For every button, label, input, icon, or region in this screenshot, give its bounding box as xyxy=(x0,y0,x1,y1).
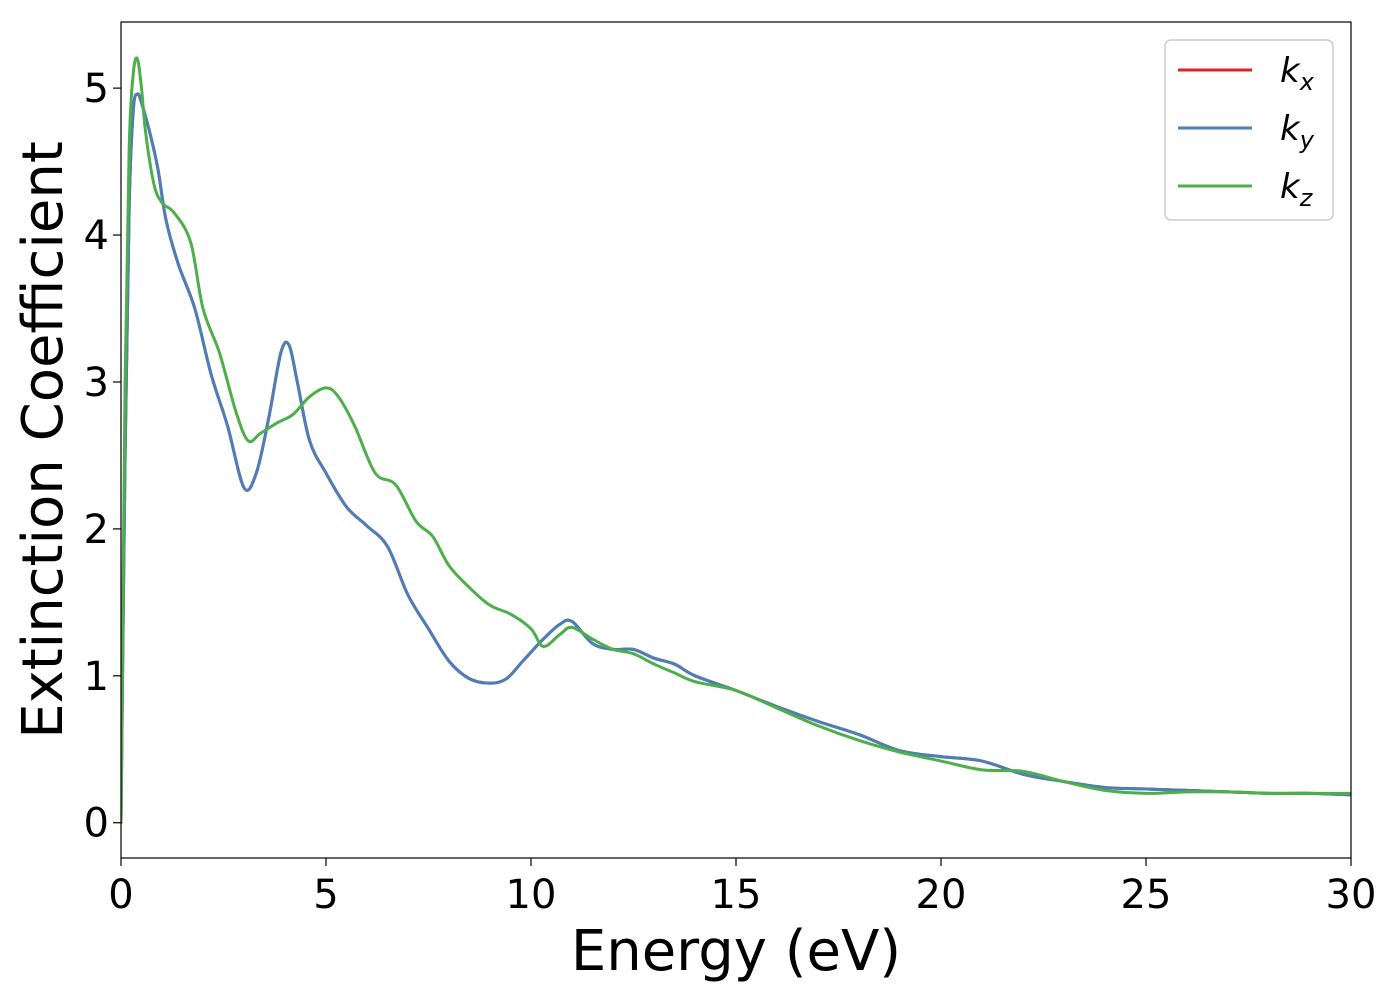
series-line-z xyxy=(121,56,1351,825)
x-axis-ticks: 0 5 10 15 20 25 30 xyxy=(108,858,1376,918)
x-tick-label: 25 xyxy=(1121,872,1172,918)
x-tick-label: 10 xyxy=(506,872,557,918)
y-tick-label: 2 xyxy=(84,507,109,553)
y-axis-label: Extinction Coefficient xyxy=(11,141,76,739)
legend-label-main: k xyxy=(1280,109,1301,149)
legend-box xyxy=(1164,39,1334,221)
y-tick-label: 4 xyxy=(84,213,109,259)
legend-label-sub: z xyxy=(1299,184,1314,212)
x-tick-label: 15 xyxy=(711,872,762,918)
legend-label-main: k xyxy=(1280,167,1301,207)
x-tick-label: 5 xyxy=(313,872,338,918)
legend-label-main: k xyxy=(1280,51,1301,91)
x-tick-label: 0 xyxy=(108,872,133,918)
y-tick-label: 1 xyxy=(84,654,109,700)
y-tick-label: 0 xyxy=(84,801,109,847)
x-axis-label: Energy (eV) xyxy=(571,919,901,984)
y-tick-label: 5 xyxy=(84,66,109,112)
y-tick-label: 3 xyxy=(84,360,109,406)
series-line-y xyxy=(121,92,1351,825)
legend-label-z: kz xyxy=(1280,167,1314,212)
legend-label-sub: y xyxy=(1299,126,1315,154)
series-layer xyxy=(121,56,1351,825)
x-tick-label: 20 xyxy=(916,872,967,918)
plot-area xyxy=(121,22,1351,858)
x-tick-label: 30 xyxy=(1326,872,1377,918)
legend-label-sub: x xyxy=(1299,68,1315,96)
legend-label-x: kx xyxy=(1280,51,1315,96)
legend-label-y: ky xyxy=(1280,109,1315,154)
y-axis-ticks: 0 1 2 3 4 5 xyxy=(84,66,121,847)
